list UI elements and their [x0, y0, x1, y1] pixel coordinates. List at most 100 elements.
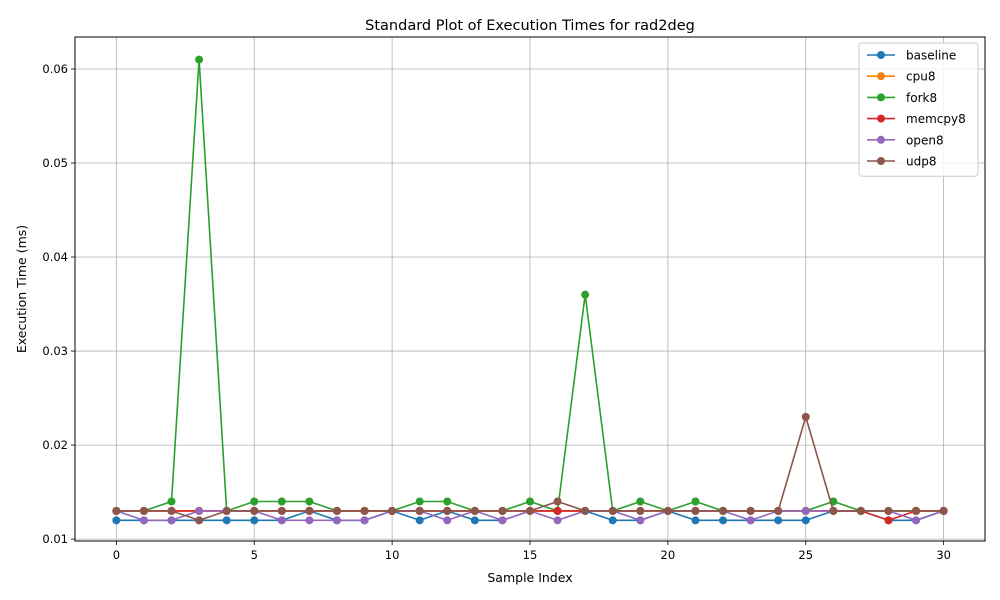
- legend-marker: [877, 135, 885, 144]
- data-point-baseline: [415, 516, 424, 525]
- data-point-open8: [277, 516, 286, 525]
- y-tick-label: 0.04: [42, 250, 68, 264]
- data-point-baseline: [691, 516, 700, 525]
- legend-label: cpu8: [906, 70, 935, 84]
- data-point-open8: [139, 516, 148, 525]
- x-tick-label: 30: [936, 548, 951, 562]
- data-point-fork8: [195, 55, 204, 64]
- data-point-open8: [746, 516, 755, 525]
- data-point-udp8: [250, 506, 259, 515]
- data-point-fork8: [443, 497, 452, 506]
- data-point-udp8: [360, 506, 369, 515]
- data-point-udp8: [167, 506, 176, 515]
- legend-item-udp8: udp8: [867, 155, 936, 169]
- data-point-memcpy8: [884, 516, 893, 525]
- data-point-fork8: [167, 497, 176, 506]
- legend: baseline cpu8 fork8 memcpy8 open8 udp8: [858, 42, 979, 177]
- data-point-udp8: [415, 506, 424, 515]
- data-point-udp8: [139, 506, 148, 515]
- data-point-open8: [167, 516, 176, 525]
- chart-title: Standard Plot of Execution Times for rad…: [365, 18, 695, 34]
- data-point-open8: [553, 516, 562, 525]
- x-tick-label: 10: [385, 548, 400, 562]
- data-point-fork8: [581, 290, 590, 299]
- legend-marker: [877, 157, 885, 165]
- data-point-baseline: [719, 516, 728, 525]
- data-point-baseline: [608, 516, 617, 525]
- data-point-udp8: [746, 506, 755, 515]
- data-point-udp8: [388, 506, 397, 515]
- y-tick-label: 0.02: [42, 438, 68, 452]
- legend-item-memcpy8: memcpy8: [867, 112, 966, 126]
- data-point-udp8: [332, 506, 341, 515]
- data-point-fork8: [691, 497, 700, 506]
- legend-item-cpu8: cpu8: [867, 70, 935, 84]
- data-point-fork8: [277, 497, 286, 506]
- data-point-udp8: [277, 506, 286, 515]
- data-point-udp8: [195, 516, 204, 525]
- data-point-udp8: [884, 506, 893, 515]
- data-point-open8: [360, 516, 369, 525]
- x-tick-label: 5: [251, 548, 258, 562]
- data-point-baseline: [250, 516, 259, 525]
- data-point-udp8: [443, 506, 452, 515]
- legend-marker: [877, 72, 885, 81]
- legend-item-baseline: baseline: [867, 49, 956, 63]
- data-point-memcpy8: [553, 506, 562, 515]
- x-tick-label: 20: [661, 548, 676, 562]
- data-point-open8: [195, 506, 204, 515]
- legend-marker: [877, 93, 885, 102]
- y-tick-label: 0.06: [42, 62, 68, 76]
- data-point-baseline: [222, 516, 231, 525]
- x-tick-label: 15: [523, 548, 538, 562]
- grid: [75, 37, 985, 541]
- y-tick-label: 0.01: [42, 532, 68, 546]
- data-point-udp8: [636, 506, 645, 515]
- data-point-udp8: [801, 412, 810, 421]
- data-point-open8: [498, 516, 507, 525]
- data-point-open8: [636, 516, 645, 525]
- y-tick-label: 0.05: [42, 156, 68, 170]
- data-point-udp8: [829, 506, 838, 515]
- data-point-udp8: [663, 506, 672, 515]
- legend-label: udp8: [906, 155, 936, 169]
- data-point-baseline: [774, 516, 783, 525]
- series-udp8: [112, 412, 948, 525]
- data-point-udp8: [470, 506, 479, 515]
- data-point-udp8: [774, 506, 783, 515]
- data-point-udp8: [526, 506, 534, 515]
- data-point-udp8: [222, 506, 231, 515]
- data-point-udp8: [581, 506, 590, 515]
- data-point-udp8: [608, 506, 617, 515]
- data-point-open8: [305, 516, 314, 525]
- data-point-fork8: [250, 497, 259, 506]
- data-point-udp8: [305, 506, 314, 515]
- data-point-fork8: [636, 497, 645, 506]
- x-tick-label: 0: [113, 548, 120, 562]
- legend-label: fork8: [906, 91, 937, 105]
- series-group: [112, 55, 948, 525]
- data-point-baseline: [801, 516, 810, 525]
- data-point-udp8: [691, 506, 700, 515]
- data-point-udp8: [498, 506, 507, 515]
- data-point-baseline: [112, 516, 121, 525]
- y-tick-label: 0.03: [42, 344, 68, 358]
- data-point-fork8: [415, 497, 424, 506]
- data-point-open8: [801, 506, 810, 515]
- legend-item-fork8: fork8: [867, 91, 937, 105]
- x-axis-label: Sample Index: [487, 570, 572, 585]
- data-point-open8: [443, 516, 452, 525]
- data-point-udp8: [912, 506, 921, 515]
- legend-marker: [877, 114, 885, 123]
- data-point-fork8: [305, 497, 314, 506]
- legend-item-open8: open8: [867, 133, 944, 147]
- x-tick-label: 25: [798, 548, 813, 562]
- legend-marker: [877, 51, 885, 59]
- data-point-udp8: [553, 497, 562, 506]
- data-point-udp8: [939, 506, 948, 515]
- legend-label: memcpy8: [906, 112, 966, 126]
- data-point-udp8: [112, 506, 121, 515]
- data-point-open8: [912, 516, 921, 525]
- data-point-baseline: [470, 516, 479, 525]
- data-point-udp8: [719, 506, 728, 515]
